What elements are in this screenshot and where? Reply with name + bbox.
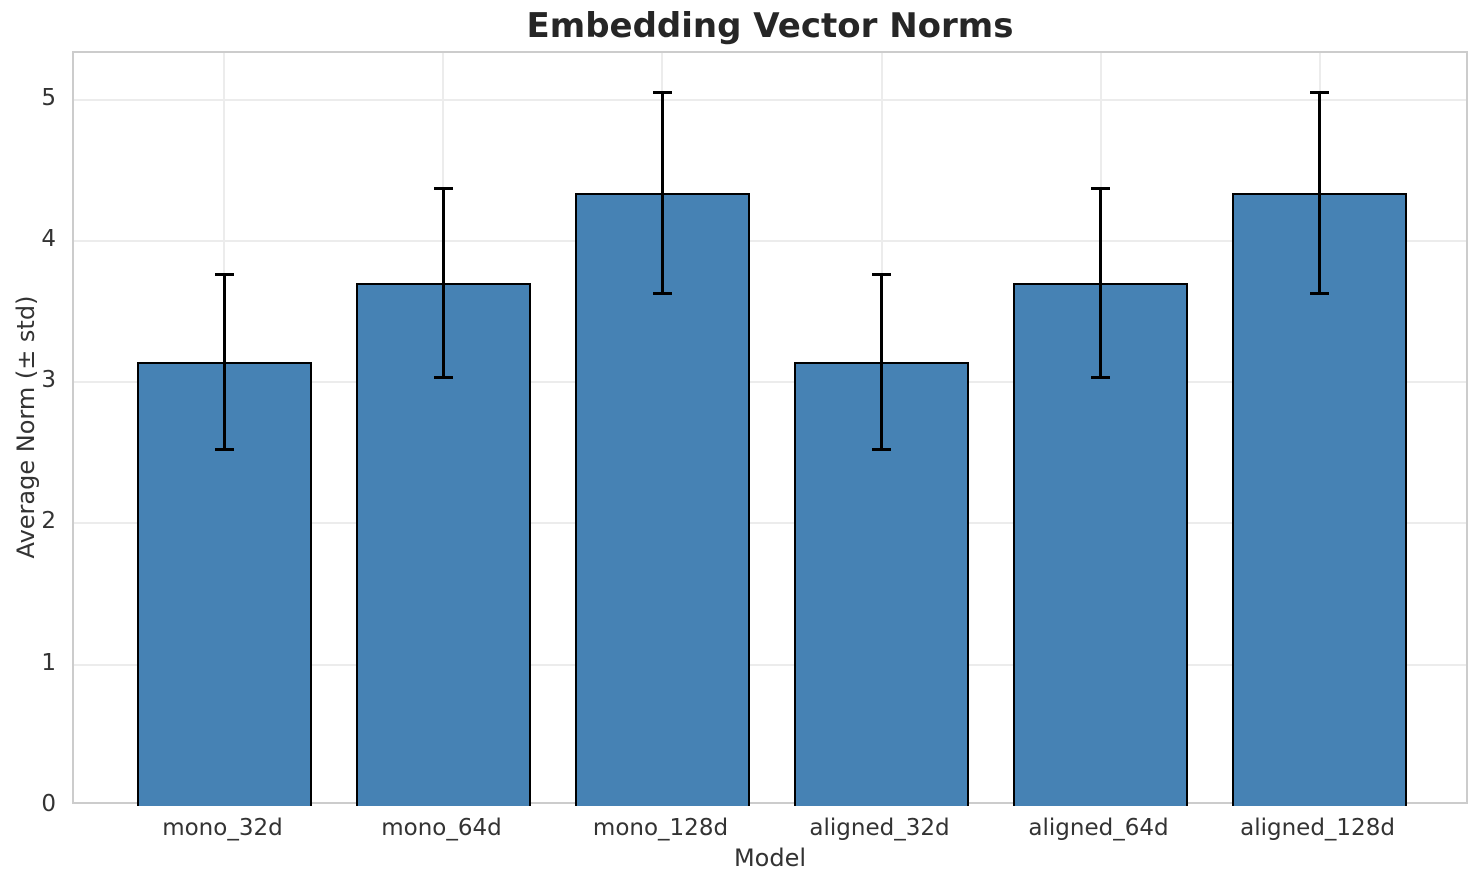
error-bar-cap-top	[1310, 91, 1330, 95]
error-bar-line	[660, 92, 664, 294]
x-tick-label-mono_32d: mono_32d	[162, 815, 283, 841]
bar-aligned_128d	[1232, 192, 1408, 806]
error-bar-line	[880, 274, 883, 450]
error-bar-cap-top	[652, 91, 672, 95]
x-tick-label-mono_64d: mono_64d	[381, 815, 502, 841]
error-bar-cap-bottom	[872, 448, 891, 452]
bar-mono_32d	[136, 362, 312, 806]
error-bar-cap-bottom	[214, 448, 234, 452]
y-gridline	[74, 239, 1466, 242]
y-tick-label: 0	[41, 791, 56, 817]
plot-area	[72, 51, 1468, 806]
y-gridline	[74, 663, 1466, 666]
x-tick-label-aligned_32d: aligned_32d	[809, 815, 950, 841]
chart-title: Embedding Vector Norms	[526, 6, 1014, 46]
error-bar-line	[1318, 92, 1322, 294]
y-tick-label: 4	[41, 225, 56, 252]
y-gridline	[74, 381, 1466, 384]
error-bar-cap-bottom	[1091, 376, 1111, 380]
error-bar-cap-top	[872, 273, 891, 277]
error-bar-cap-top	[214, 273, 234, 277]
error-bar-line	[222, 274, 226, 450]
y-gridline	[74, 98, 1466, 101]
error-bar-line	[1099, 188, 1103, 378]
x-tick-label-aligned_128d: aligned_128d	[1240, 815, 1395, 841]
x-axis-label: Model	[733, 844, 807, 872]
error-bar-cap-bottom	[652, 291, 672, 295]
y-tick-label: 2	[41, 508, 56, 535]
y-tick-label: 3	[41, 367, 56, 394]
y-tick-label: 1	[41, 649, 56, 676]
x-tick-label-aligned_64d: aligned_64d	[1028, 815, 1169, 841]
error-bar-cap-bottom	[433, 376, 453, 380]
error-bar-line	[441, 188, 445, 378]
y-tick-label: 5	[41, 84, 56, 111]
y-gridline	[74, 522, 1466, 525]
error-bar-cap-bottom	[1310, 291, 1330, 295]
error-bar-cap-top	[1091, 187, 1111, 191]
error-bar-cap-top	[433, 187, 453, 191]
x-tick-label-mono_128d: mono_128d	[592, 815, 729, 841]
bar-mono_128d	[574, 192, 750, 806]
